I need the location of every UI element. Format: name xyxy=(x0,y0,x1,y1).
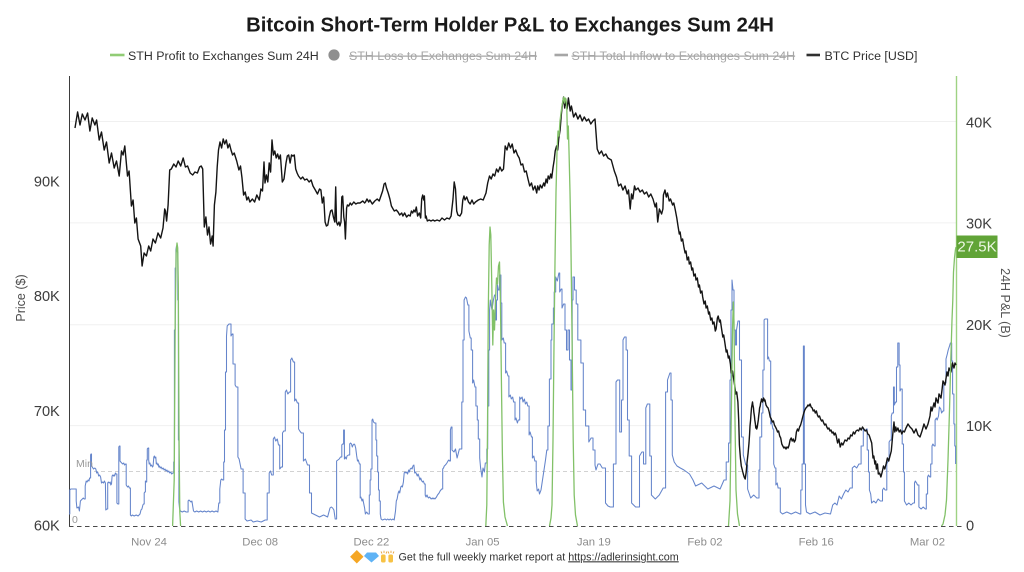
svg-text:60K: 60K xyxy=(34,519,60,535)
svg-text:Jan 05: Jan 05 xyxy=(466,537,500,549)
svg-text:Price ($): Price ($) xyxy=(14,274,28,321)
svg-text:Nov 24: Nov 24 xyxy=(131,537,167,549)
svg-text:10K: 10K xyxy=(966,419,992,435)
svg-text:Feb 02: Feb 02 xyxy=(687,537,722,549)
svg-text:27.5K: 27.5K xyxy=(957,239,996,256)
svg-text:STH Total Inflow to Exchanges: STH Total Inflow to Exchanges Sum 24H xyxy=(572,49,796,63)
svg-text:70K: 70K xyxy=(34,404,60,420)
svg-text:Dec 08: Dec 08 xyxy=(242,537,278,549)
svg-text:BTC Price [USD]: BTC Price [USD] xyxy=(825,49,918,63)
svg-text:0: 0 xyxy=(966,519,974,535)
svg-text:24H P&L (B): 24H P&L (B) xyxy=(998,268,1012,338)
svg-text:Jan 19: Jan 19 xyxy=(577,537,611,549)
svg-text:STH Loss to Exchanges Sum 24H: STH Loss to Exchanges Sum 24H xyxy=(349,49,537,63)
svg-text:Dec 22: Dec 22 xyxy=(354,537,390,549)
svg-text:Get the full weekly market rep: Get the full weekly market report at htt… xyxy=(399,551,679,563)
svg-text:Feb 16: Feb 16 xyxy=(799,537,834,549)
svg-text:0: 0 xyxy=(72,514,78,526)
svg-text:Mar 02: Mar 02 xyxy=(910,537,945,549)
svg-text:STH Profit to Exchanges Sum 24: STH Profit to Exchanges Sum 24H xyxy=(128,49,319,63)
svg-text:Bitcoin Short-Term Holder P&L: Bitcoin Short-Term Holder P&L to Exchang… xyxy=(246,15,774,37)
svg-text:Min: Min xyxy=(76,458,93,470)
svg-text:80K: 80K xyxy=(34,289,60,305)
svg-text:20K: 20K xyxy=(966,318,992,334)
svg-text:40K: 40K xyxy=(966,116,992,132)
svg-text:30K: 30K xyxy=(966,217,992,233)
svg-text:90K: 90K xyxy=(34,175,60,191)
